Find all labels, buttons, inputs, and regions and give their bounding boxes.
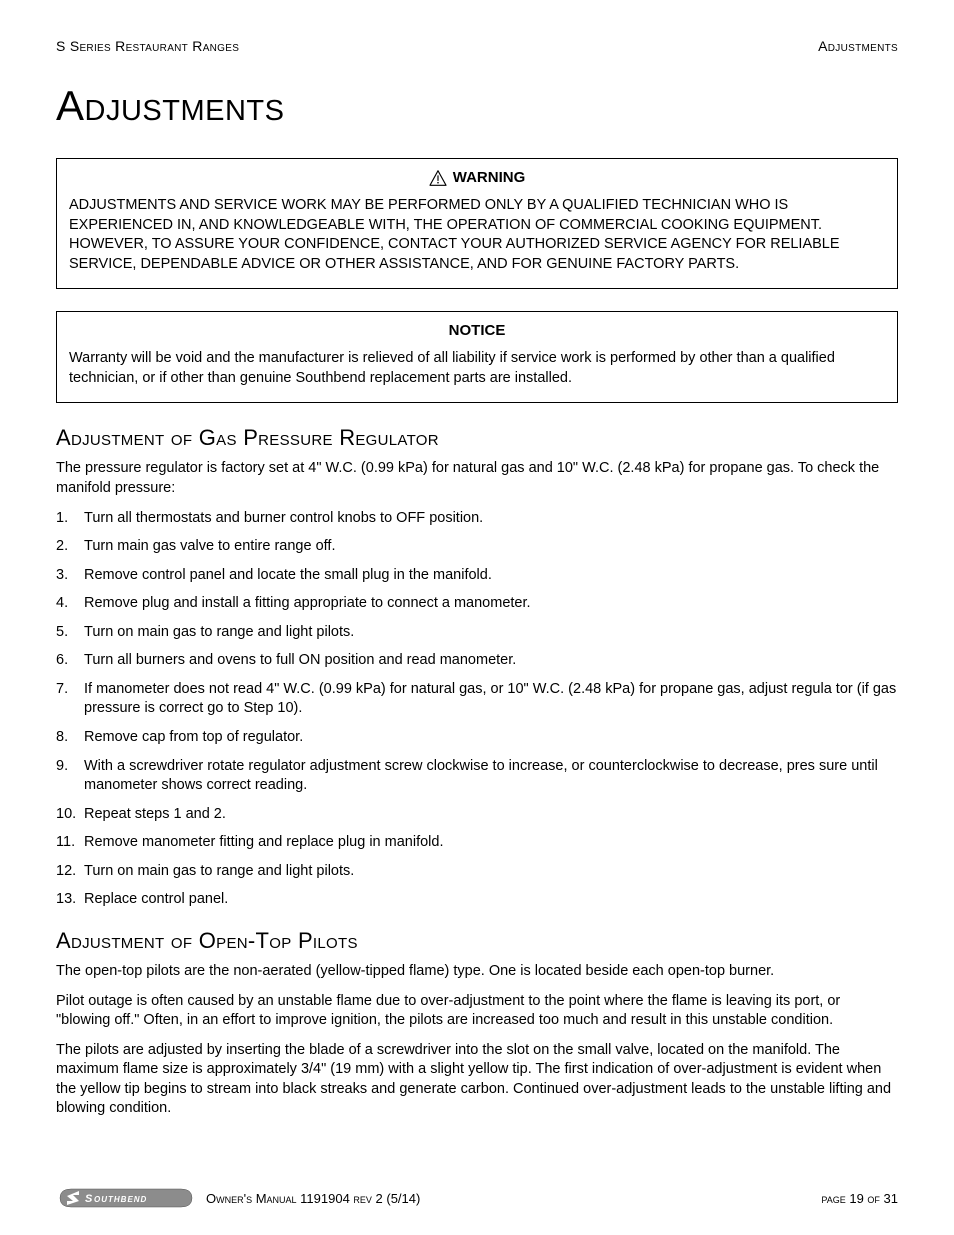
brand-logo: S OUTHBEND xyxy=(56,1187,196,1209)
list-item: Turn on main gas to range and light pilo… xyxy=(56,862,898,882)
warning-body: ADJUSTMENTS AND SERVICE WORK MAY BE PERF… xyxy=(69,196,885,274)
list-item: Turn main gas valve to entire range off. xyxy=(56,537,898,557)
warning-title: WARNING xyxy=(453,169,526,186)
list-item: Remove control panel and locate the smal… xyxy=(56,566,898,586)
main-title: Adjustments xyxy=(56,82,898,130)
header-left: S Series Restaurant Ranges xyxy=(56,38,239,54)
footer-manual: Owner's Manual 1191904 rev 2 (5/14) xyxy=(206,1191,821,1206)
page-header: S Series Restaurant Ranges Adjustments xyxy=(56,38,898,54)
list-item: Replace control panel. xyxy=(56,890,898,910)
list-item: If manometer does not read 4" W.C. (0.99… xyxy=(56,680,898,719)
header-right: Adjustments xyxy=(818,38,898,54)
footer-page: page 19 of 31 xyxy=(821,1191,898,1206)
warning-icon xyxy=(429,170,447,186)
section1-steps: Turn all thermostats and burner control … xyxy=(56,509,898,910)
section2-para-2: Pilot outage is often caused by an unsta… xyxy=(56,992,898,1031)
notice-title: NOTICE xyxy=(449,322,506,339)
warning-title-row: WARNING xyxy=(69,169,885,186)
list-item: Remove cap from top of regulator. xyxy=(56,728,898,748)
list-item: Repeat steps 1 and 2. xyxy=(56,805,898,825)
section1-intro: The pressure regulator is factory set at… xyxy=(56,459,898,498)
warning-box: WARNING ADJUSTMENTS AND SERVICE WORK MAY… xyxy=(56,158,898,289)
list-item: With a screwdriver rotate regulator adju… xyxy=(56,757,898,796)
notice-body: Warranty will be void and the manufactur… xyxy=(69,349,885,388)
notice-title-row: NOTICE xyxy=(69,322,885,339)
section2-para-3: The pilots are adjusted by inserting the… xyxy=(56,1041,898,1119)
list-item: Turn all burners and ovens to full ON po… xyxy=(56,651,898,671)
list-item: Turn all thermostats and burner control … xyxy=(56,509,898,529)
page-footer: S OUTHBEND Owner's Manual 1191904 rev 2 … xyxy=(56,1187,898,1209)
svg-text:S: S xyxy=(85,1193,93,1205)
section2-title: Adjustment of Open-Top Pilots xyxy=(56,928,898,954)
list-item: Turn on main gas to range and light pilo… xyxy=(56,623,898,643)
svg-text:OUTHBEND: OUTHBEND xyxy=(94,1195,147,1204)
section2-para-1: The open-top pilots are the non-aerated … xyxy=(56,962,898,982)
list-item: Remove plug and install a fitting approp… xyxy=(56,594,898,614)
section1-title: Adjustment of Gas Pressure Regulator xyxy=(56,425,898,451)
list-item: Remove manometer fitting and replace plu… xyxy=(56,833,898,853)
notice-box: NOTICE Warranty will be void and the man… xyxy=(56,311,898,403)
